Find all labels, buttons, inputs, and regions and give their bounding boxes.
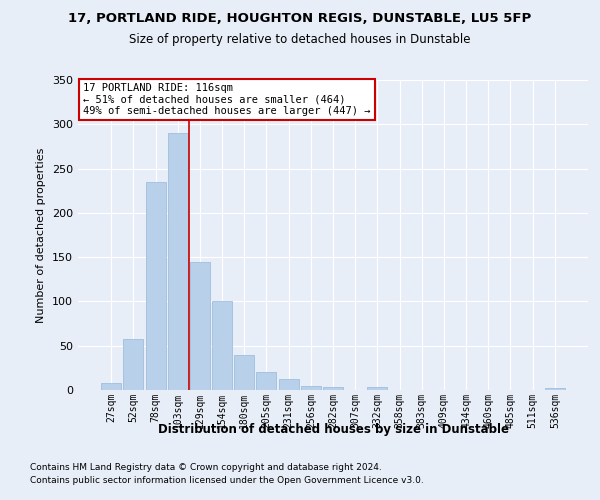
- Bar: [146, 182, 166, 390]
- Text: 17 PORTLAND RIDE: 116sqm
← 51% of detached houses are smaller (464)
49% of semi-: 17 PORTLAND RIDE: 116sqm ← 51% of detach…: [83, 83, 371, 116]
- Y-axis label: Number of detached properties: Number of detached properties: [37, 148, 46, 322]
- Bar: [212, 302, 232, 390]
- Bar: [124, 338, 143, 390]
- Text: Distribution of detached houses by size in Dunstable: Distribution of detached houses by size …: [158, 422, 509, 436]
- Bar: [168, 133, 188, 390]
- Bar: [278, 380, 299, 390]
- Bar: [101, 383, 121, 390]
- Bar: [190, 262, 210, 390]
- Bar: [234, 354, 254, 390]
- Text: 17, PORTLAND RIDE, HOUGHTON REGIS, DUNSTABLE, LU5 5FP: 17, PORTLAND RIDE, HOUGHTON REGIS, DUNST…: [68, 12, 532, 26]
- Bar: [256, 372, 277, 390]
- Text: Contains public sector information licensed under the Open Government Licence v3: Contains public sector information licen…: [30, 476, 424, 485]
- Bar: [545, 388, 565, 390]
- Text: Size of property relative to detached houses in Dunstable: Size of property relative to detached ho…: [129, 32, 471, 46]
- Bar: [323, 388, 343, 390]
- Bar: [367, 388, 388, 390]
- Bar: [301, 386, 321, 390]
- Text: Contains HM Land Registry data © Crown copyright and database right 2024.: Contains HM Land Registry data © Crown c…: [30, 462, 382, 471]
